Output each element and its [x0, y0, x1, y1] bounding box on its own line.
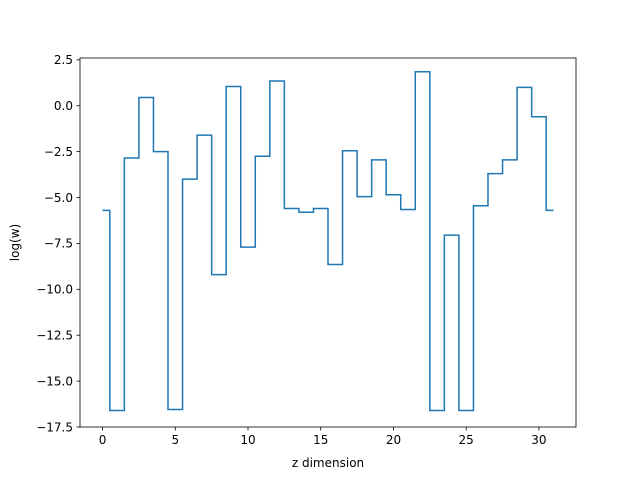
y-tick-label: −5.0	[44, 191, 73, 205]
series-step-line	[102, 71, 554, 412]
x-tick-label: 30	[531, 433, 546, 447]
x-tick-label: 10	[240, 433, 255, 447]
y-tick-label: 0.0	[54, 99, 73, 113]
x-tick-label: 25	[459, 433, 474, 447]
y-tick-label: 2.5	[54, 53, 73, 67]
y-tick-label: −2.5	[44, 145, 73, 159]
y-tick-label: −12.5	[36, 329, 73, 343]
plot-frame	[79, 57, 577, 428]
y-axis-ticks: 2.5 0.0 −2.5 −5.0 −7.5 −10.0 −12.5 −15.0 −17.5	[36, 53, 80, 434]
x-axis-label: z dimension	[292, 456, 364, 470]
x-tick-label: 5	[171, 433, 179, 447]
x-tick-label: 20	[386, 433, 401, 447]
x-tick-label: 0	[99, 433, 107, 447]
y-tick-label: −17.5	[36, 420, 73, 434]
y-axis-label: log(w)	[8, 224, 22, 261]
y-tick-label: −7.5	[44, 237, 73, 251]
x-tick-label: 15	[313, 433, 328, 447]
y-tick-label: −15.0	[36, 374, 73, 388]
x-axis-ticks: 0 5 10 15 20 25 30	[99, 427, 547, 447]
y-tick-label: −10.0	[36, 283, 73, 297]
